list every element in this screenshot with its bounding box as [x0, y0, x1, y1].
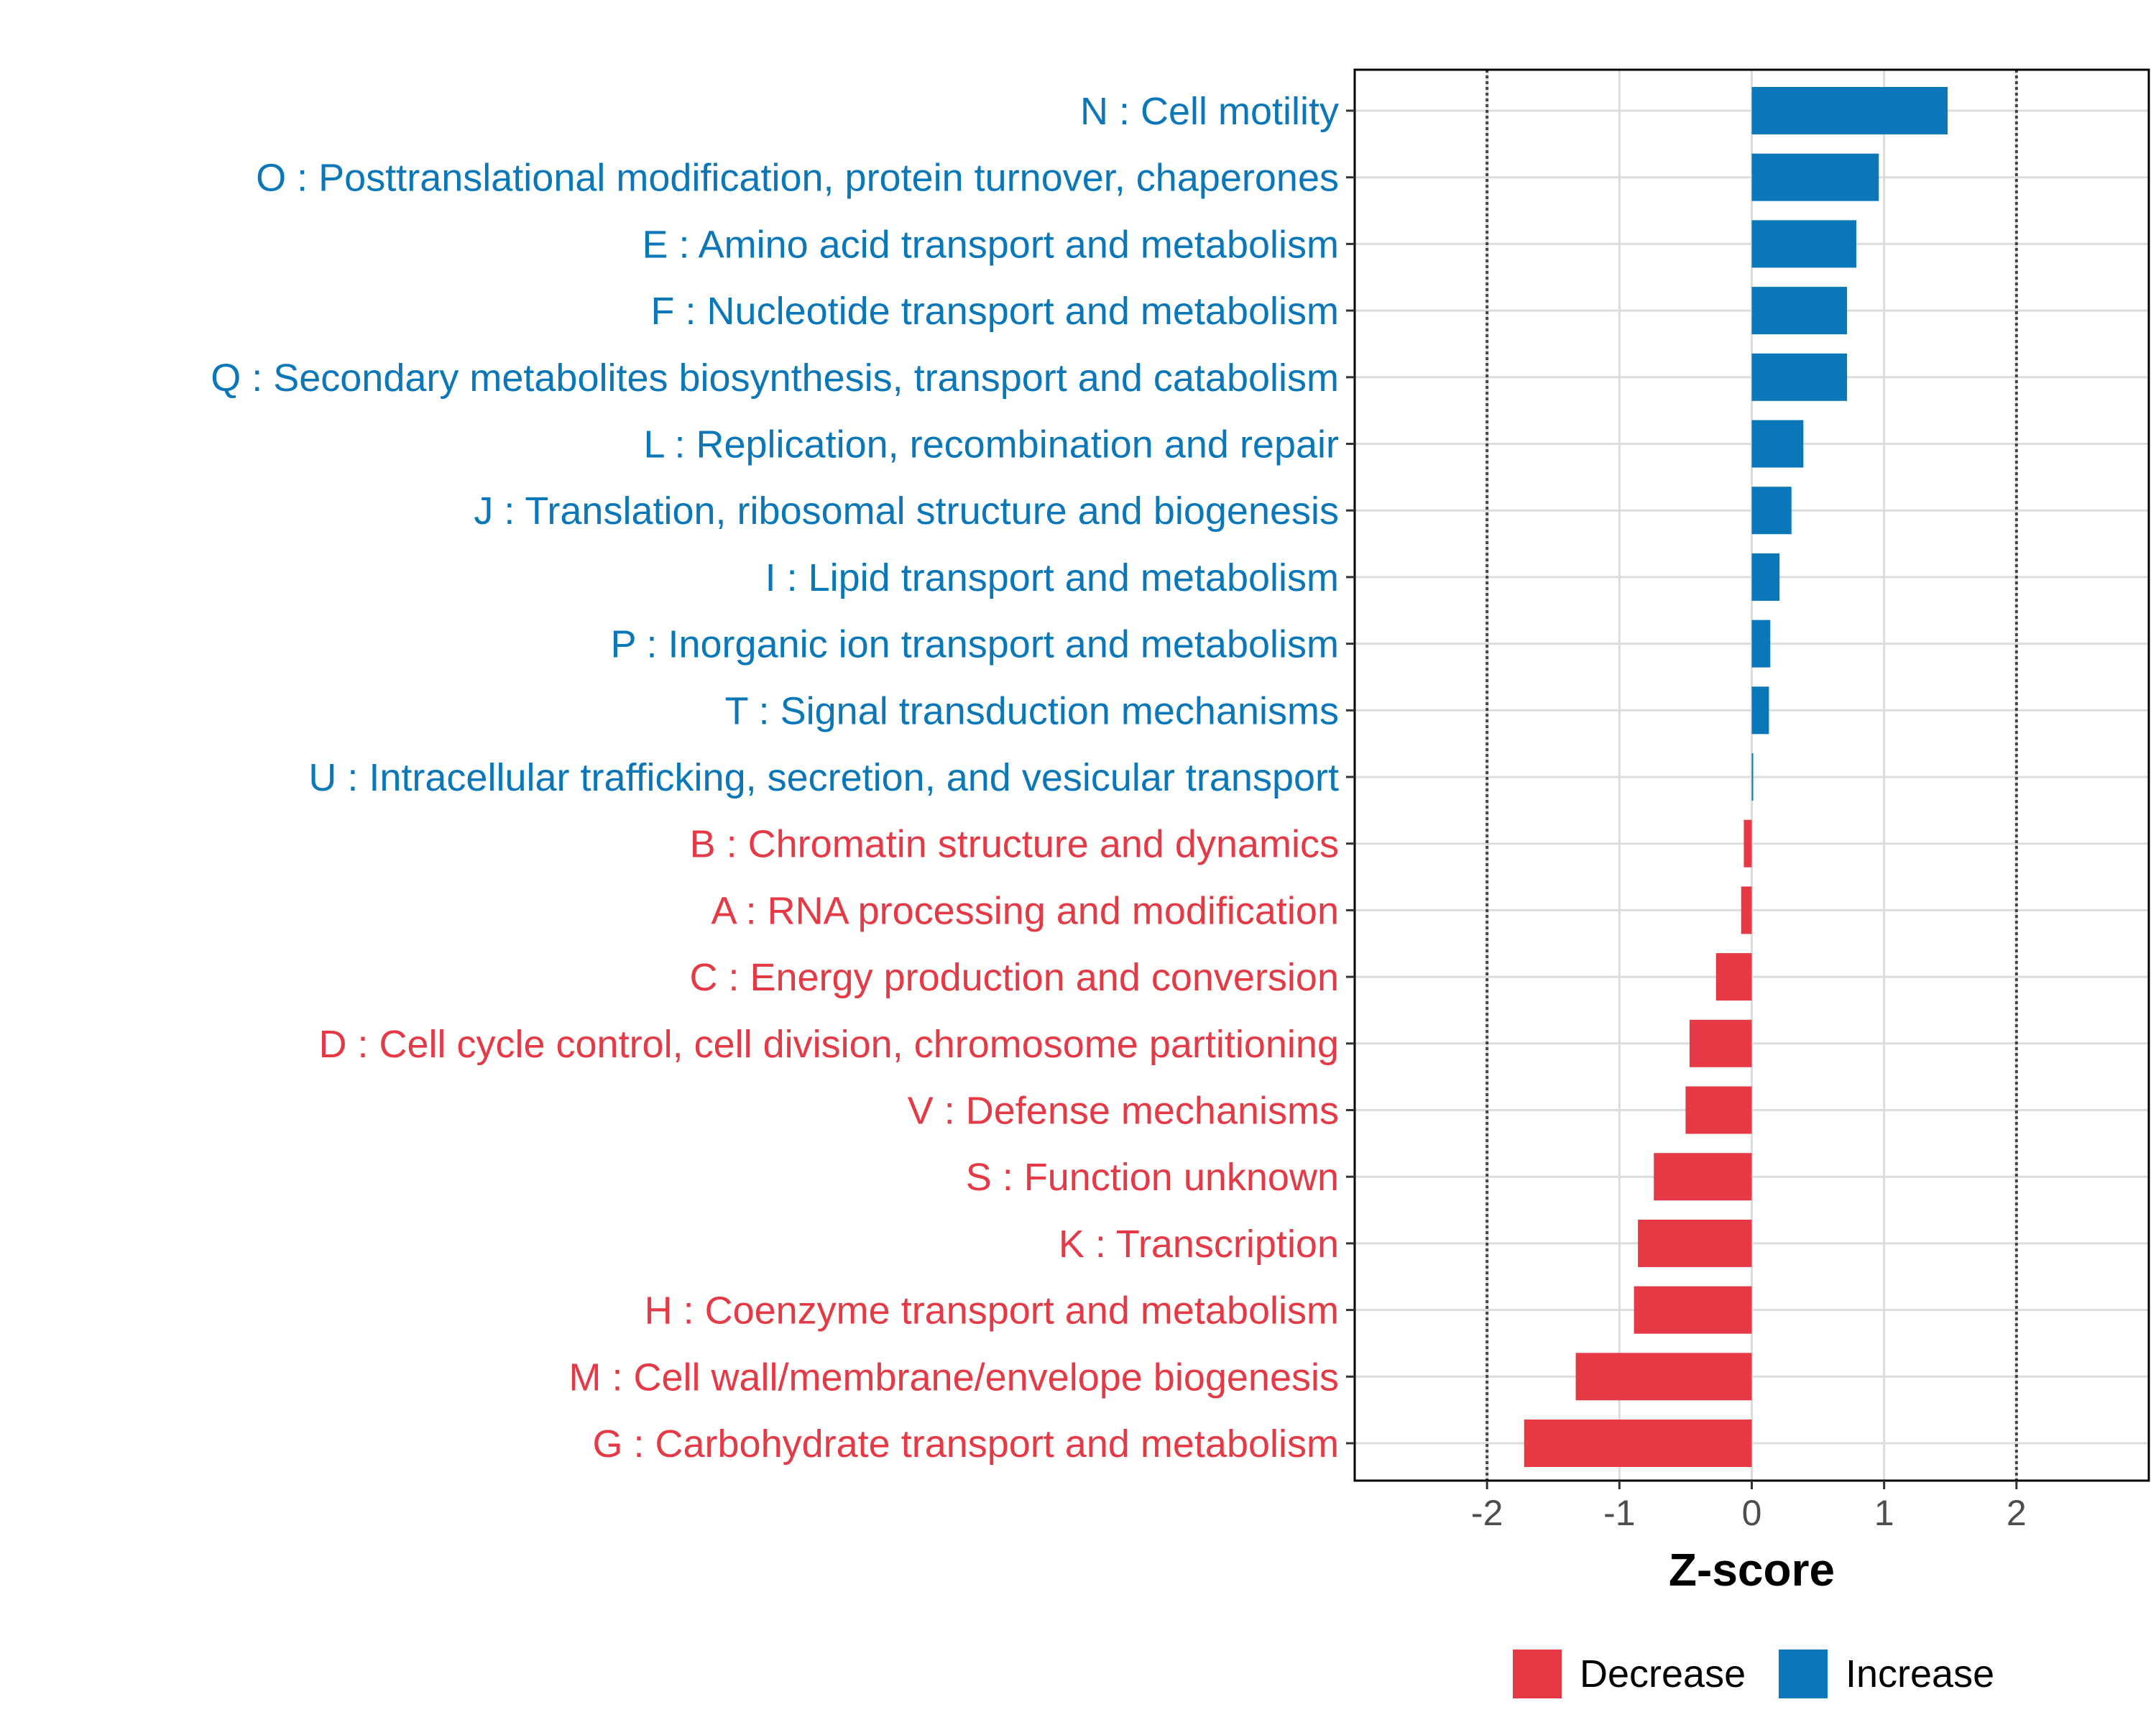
- x-axis-ticks: -2 -1 0 1 2: [1471, 1481, 2027, 1533]
- category-label: Q : Secondary metabolites biosynthesis, …: [211, 356, 1339, 400]
- category-label: T : Signal transduction mechanisms: [725, 689, 1339, 732]
- category-label: M : Cell wall/membrane/envelope biogenes…: [568, 1356, 1339, 1399]
- bar: [1654, 1153, 1752, 1201]
- category-label: I : Lipid transport and metabolism: [765, 556, 1339, 599]
- category-label: J : Translation, ribosomal structure and…: [474, 489, 1339, 533]
- category-label: L : Replication, recombination and repai…: [643, 423, 1339, 466]
- category-label: F : Nucleotide transport and metabolism: [651, 290, 1339, 333]
- reference-lines-layer: [1485, 70, 2018, 1481]
- category-label: C : Energy production and conversion: [689, 956, 1339, 999]
- category-label: N : Cell motility: [1080, 90, 1339, 133]
- bar: [1751, 287, 1848, 335]
- category-labels: N : Cell motility O : Posttranslational m…: [211, 90, 1355, 1466]
- bar: [1634, 1286, 1752, 1334]
- bar: [1689, 1019, 1752, 1067]
- bar: [1575, 1353, 1752, 1401]
- category-label: D : Cell cycle control, cell division, c…: [318, 1023, 1339, 1066]
- category-label: S : Function unknown: [966, 1156, 1339, 1199]
- bar: [1751, 553, 1780, 601]
- category-label: O : Posttranslational modification, prot…: [256, 157, 1339, 200]
- legend-swatch: [1513, 1650, 1562, 1698]
- category-label: H : Coenzyme transport and metabolism: [645, 1289, 1339, 1333]
- bar: [1715, 953, 1752, 1001]
- category-label: E : Amino acid transport and metabolism: [642, 223, 1339, 266]
- x-tick-label: -2: [1471, 1493, 1503, 1533]
- category-label: B : Chromatin structure and dynamics: [690, 823, 1339, 866]
- legend-label: Increase: [1846, 1652, 1994, 1696]
- bar: [1685, 1086, 1752, 1134]
- x-tick-label: 0: [1742, 1493, 1762, 1533]
- category-label: P : Inorganic ion transport and metaboli…: [610, 623, 1339, 666]
- bar: [1751, 353, 1848, 401]
- x-tick-label: 2: [2007, 1493, 2027, 1533]
- category-label: K : Transcription: [1059, 1223, 1339, 1266]
- bar: [1524, 1420, 1752, 1467]
- bar: [1751, 753, 1754, 801]
- bar: [1751, 686, 1769, 735]
- legend: Decrease Increase: [1513, 1650, 1994, 1698]
- bar: [1751, 620, 1771, 668]
- bar: [1751, 420, 1804, 468]
- x-tick-label: -1: [1603, 1493, 1635, 1533]
- bar: [1743, 819, 1752, 868]
- bar: [1751, 220, 1856, 268]
- category-label: G : Carbohydrate transport and metabolis…: [593, 1422, 1340, 1466]
- bar: [1751, 153, 1879, 201]
- x-tick-label: 1: [1874, 1493, 1894, 1533]
- bar: [1741, 886, 1752, 934]
- bar: [1751, 487, 1792, 535]
- legend-swatch: [1779, 1650, 1828, 1698]
- category-label: U : Intracellular trafficking, secretion…: [308, 756, 1339, 799]
- legend-label: Decrease: [1580, 1652, 1746, 1696]
- bar: [1638, 1219, 1752, 1267]
- category-label: V : Defense mechanisms: [908, 1090, 1339, 1133]
- bar: [1751, 87, 1948, 134]
- category-label: A : RNA processing and modification: [711, 889, 1339, 932]
- bars-layer: [1524, 87, 1948, 1467]
- x-axis-title: Z-score: [1669, 1544, 1835, 1596]
